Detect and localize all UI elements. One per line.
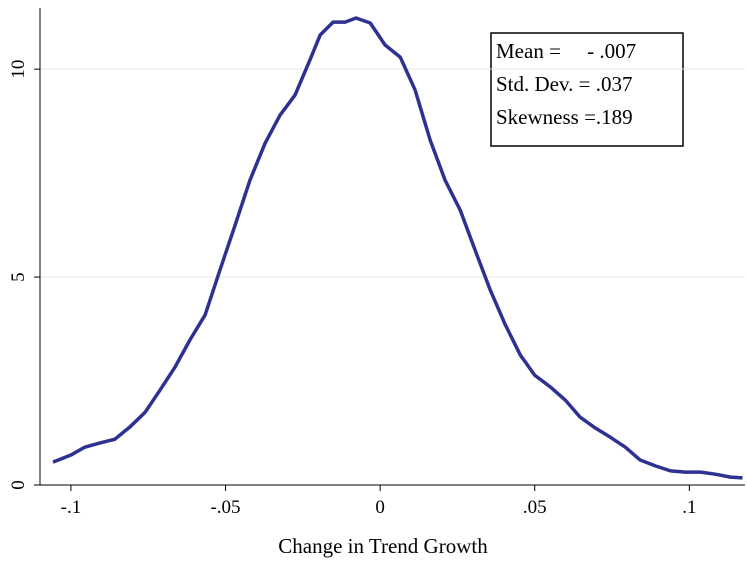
x-tick-label: -.1 [61, 497, 82, 518]
density-line [52, 16, 743, 480]
y-tick-label: 10 [8, 60, 29, 79]
stats-text: Mean = - .007 [496, 39, 636, 63]
x-tick-label: 0 [375, 497, 385, 518]
x-tick-label: -.05 [210, 497, 240, 518]
stats-box [490, 32, 684, 147]
stats-text: Skewness =.189 [496, 105, 633, 129]
x-tick-label: .05 [523, 497, 547, 518]
y-tick-label: 0 [8, 480, 29, 490]
stats-text: Std. Dev. = .037 [496, 72, 632, 96]
x-axis-label: Change in Trend Growth [278, 534, 488, 558]
x-tick-label: .1 [682, 497, 696, 518]
y-tick-label: 5 [8, 272, 29, 282]
